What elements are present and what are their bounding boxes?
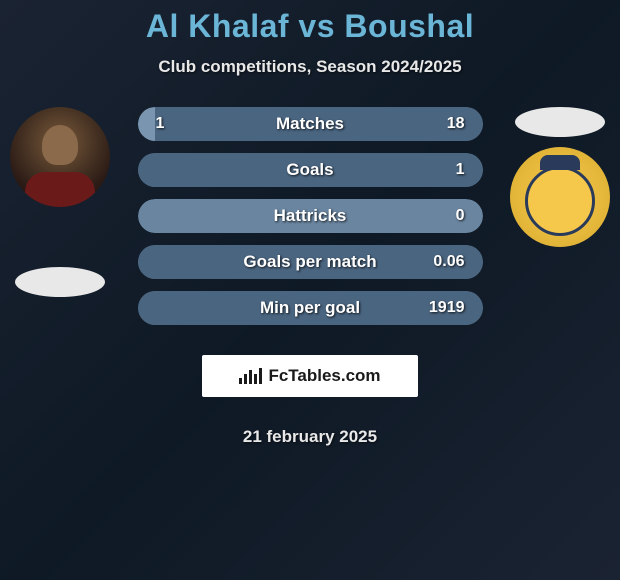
stat-label: Goals bbox=[286, 160, 333, 180]
stat-value-right: 18 bbox=[447, 115, 465, 133]
stat-value-right: 0.06 bbox=[433, 253, 464, 271]
club-right-logo bbox=[510, 147, 610, 247]
stat-row: Min per goal 1919 bbox=[138, 291, 483, 325]
stat-value-right: 0 bbox=[456, 207, 465, 225]
stat-row: Goals 1 bbox=[138, 153, 483, 187]
comparison-date: 21 february 2025 bbox=[243, 427, 377, 447]
chart-icon bbox=[239, 368, 262, 384]
stat-bar-left-fill bbox=[138, 107, 155, 141]
stat-label: Min per goal bbox=[260, 298, 360, 318]
player-left-column bbox=[10, 107, 110, 297]
player-left-photo bbox=[10, 107, 110, 207]
fctables-badge: FcTables.com bbox=[202, 355, 418, 397]
club-left-logo-placeholder bbox=[15, 267, 105, 297]
stat-value-right: 1 bbox=[456, 161, 465, 179]
stat-row: Goals per match 0.06 bbox=[138, 245, 483, 279]
fctables-label: FcTables.com bbox=[268, 366, 380, 386]
stat-label: Matches bbox=[276, 114, 344, 134]
player-right-column bbox=[510, 107, 610, 247]
comparison-area: 1 Matches 18 Goals 1 Hattricks 0 Goals per matc… bbox=[0, 107, 620, 447]
infographic-container: Al Khalaf vs Boushal Club competitions, … bbox=[0, 0, 620, 447]
stat-label: Goals per match bbox=[243, 252, 376, 272]
stats-container: 1 Matches 18 Goals 1 Hattricks 0 Goals per matc… bbox=[138, 107, 483, 325]
club-right-logo-placeholder bbox=[515, 107, 605, 137]
club-right-logo-inner bbox=[525, 166, 595, 236]
stat-label: Hattricks bbox=[274, 206, 347, 226]
stat-row: Hattricks 0 bbox=[138, 199, 483, 233]
comparison-subtitle: Club competitions, Season 2024/2025 bbox=[158, 57, 461, 77]
comparison-title: Al Khalaf vs Boushal bbox=[146, 8, 474, 45]
stat-row: 1 Matches 18 bbox=[138, 107, 483, 141]
stat-value-right: 1919 bbox=[429, 299, 465, 317]
stat-value-left: 1 bbox=[156, 115, 165, 133]
